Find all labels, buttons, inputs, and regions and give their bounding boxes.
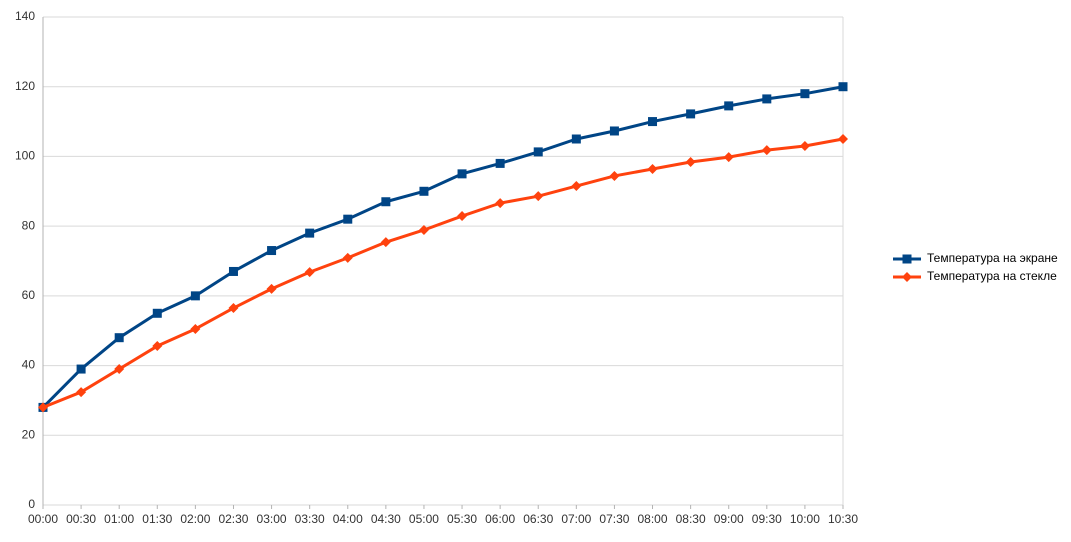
point <box>609 170 620 181</box>
x-tick-label: 09:00 <box>714 512 744 526</box>
x-tick-label: 01:00 <box>104 512 134 526</box>
point <box>381 197 391 207</box>
point <box>533 147 543 157</box>
point <box>267 246 277 256</box>
y-tick-label: 140 <box>15 9 35 23</box>
x-tick-label: 07:00 <box>561 512 591 526</box>
point <box>419 186 429 196</box>
point <box>228 266 238 276</box>
x-tick-label: 08:00 <box>638 512 668 526</box>
point <box>76 387 87 398</box>
point <box>799 140 810 151</box>
y-tick-label: 40 <box>22 358 36 372</box>
x-tick-label: 09:30 <box>752 512 782 526</box>
y-tick-label: 100 <box>15 149 35 163</box>
x-tick-label: 05:00 <box>409 512 439 526</box>
point <box>76 364 86 374</box>
x-tick-label: 02:30 <box>218 512 248 526</box>
point <box>228 303 239 314</box>
legend: Температура на экране Температура на стек… <box>893 251 1058 283</box>
point <box>647 163 658 174</box>
point <box>457 169 467 179</box>
point <box>609 126 619 136</box>
x-tick-label: 10:00 <box>790 512 820 526</box>
x-tick-label: 00:00 <box>28 512 58 526</box>
x-tick-label: 02:00 <box>180 512 210 526</box>
point <box>762 94 772 104</box>
x-tick-label: 07:30 <box>599 512 629 526</box>
point <box>648 117 658 127</box>
x-tick-label: 10:30 <box>828 512 858 526</box>
x-tick-label: 03:30 <box>295 512 325 526</box>
x-tick-label: 00:30 <box>66 512 96 526</box>
x-tick-label: 04:30 <box>371 512 401 526</box>
point <box>152 308 162 318</box>
point <box>533 191 544 202</box>
point <box>495 198 506 209</box>
point <box>902 254 912 264</box>
point <box>685 157 696 168</box>
point <box>152 341 163 352</box>
point <box>305 228 315 238</box>
point <box>800 89 810 99</box>
x-tick-label: 06:00 <box>485 512 515 526</box>
x-tick-label: 03:00 <box>257 512 287 526</box>
point <box>266 283 277 294</box>
point <box>114 364 125 375</box>
point <box>342 252 353 263</box>
y-tick-label: 0 <box>28 497 35 511</box>
y-tick-label: 60 <box>22 288 36 302</box>
point <box>304 267 315 278</box>
x-tick-label: 06:30 <box>523 512 553 526</box>
legend-label: Температура на экране <box>927 251 1058 265</box>
point <box>838 134 848 144</box>
point <box>457 211 468 222</box>
legend-label: Температура на стекле <box>927 269 1057 283</box>
y-tick-label: 120 <box>15 79 35 93</box>
point <box>38 402 48 413</box>
y-tick-label: 80 <box>22 218 36 232</box>
point <box>571 134 581 144</box>
series-line <box>41 85 844 409</box>
point <box>190 323 201 334</box>
point <box>190 291 200 301</box>
point <box>418 224 429 235</box>
x-tick-label: 01:30 <box>142 512 172 526</box>
point <box>495 158 505 168</box>
point <box>380 237 391 248</box>
point <box>686 109 696 119</box>
point <box>761 145 772 156</box>
y-tick-label: 20 <box>22 427 36 441</box>
point <box>723 152 734 163</box>
point <box>343 214 353 224</box>
point <box>114 333 124 343</box>
series-line <box>42 137 844 409</box>
point <box>571 181 582 192</box>
point <box>724 101 734 111</box>
x-tick-label: 04:00 <box>333 512 363 526</box>
x-tick-label: 05:30 <box>447 512 477 526</box>
point <box>902 272 912 282</box>
x-tick-label: 08:30 <box>676 512 706 526</box>
point <box>838 82 848 92</box>
